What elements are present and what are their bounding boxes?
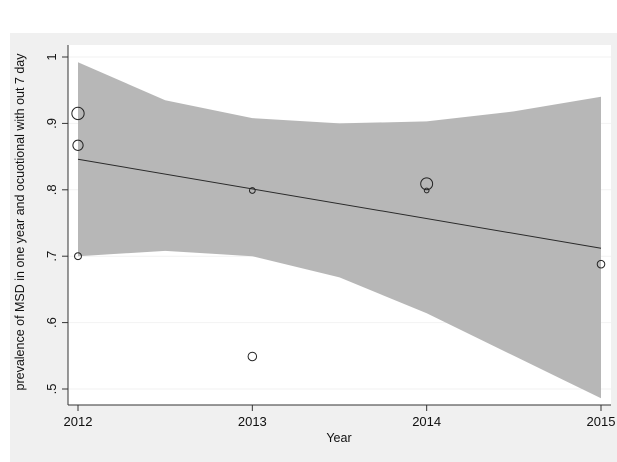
data-point xyxy=(72,139,84,151)
x-tick-label: 2015 xyxy=(587,414,616,429)
x-tick-label: 2012 xyxy=(64,414,93,429)
y-tick-label: .8 xyxy=(44,184,59,195)
x-tick-label: 2014 xyxy=(412,414,441,429)
y-axis-title: prevalence of MSD in one year and ocuoti… xyxy=(13,53,27,391)
data-point xyxy=(71,106,85,121)
confidence-band xyxy=(78,62,601,399)
fit-line xyxy=(77,158,602,249)
data-point xyxy=(596,259,606,269)
data-point xyxy=(423,187,430,194)
data-point xyxy=(248,187,256,194)
y-axis-ticks: .5 .6 .7 .8 .9 1 xyxy=(44,53,68,394)
data-point xyxy=(420,177,434,191)
y-tick-label: .7 xyxy=(44,251,59,262)
x-tick-label: 2013 xyxy=(238,414,267,429)
y-tick-label: .6 xyxy=(44,317,59,328)
y-tick-label: 1 xyxy=(44,53,59,60)
x-axis-title: Year xyxy=(326,431,351,445)
y-tick-label: .9 xyxy=(44,118,59,129)
data-point xyxy=(74,252,82,261)
data-point xyxy=(247,351,258,362)
x-axis-ticks: 2012 2013 2014 2015 xyxy=(64,405,616,429)
data-points xyxy=(71,106,606,362)
y-tick-label: .5 xyxy=(44,384,59,395)
